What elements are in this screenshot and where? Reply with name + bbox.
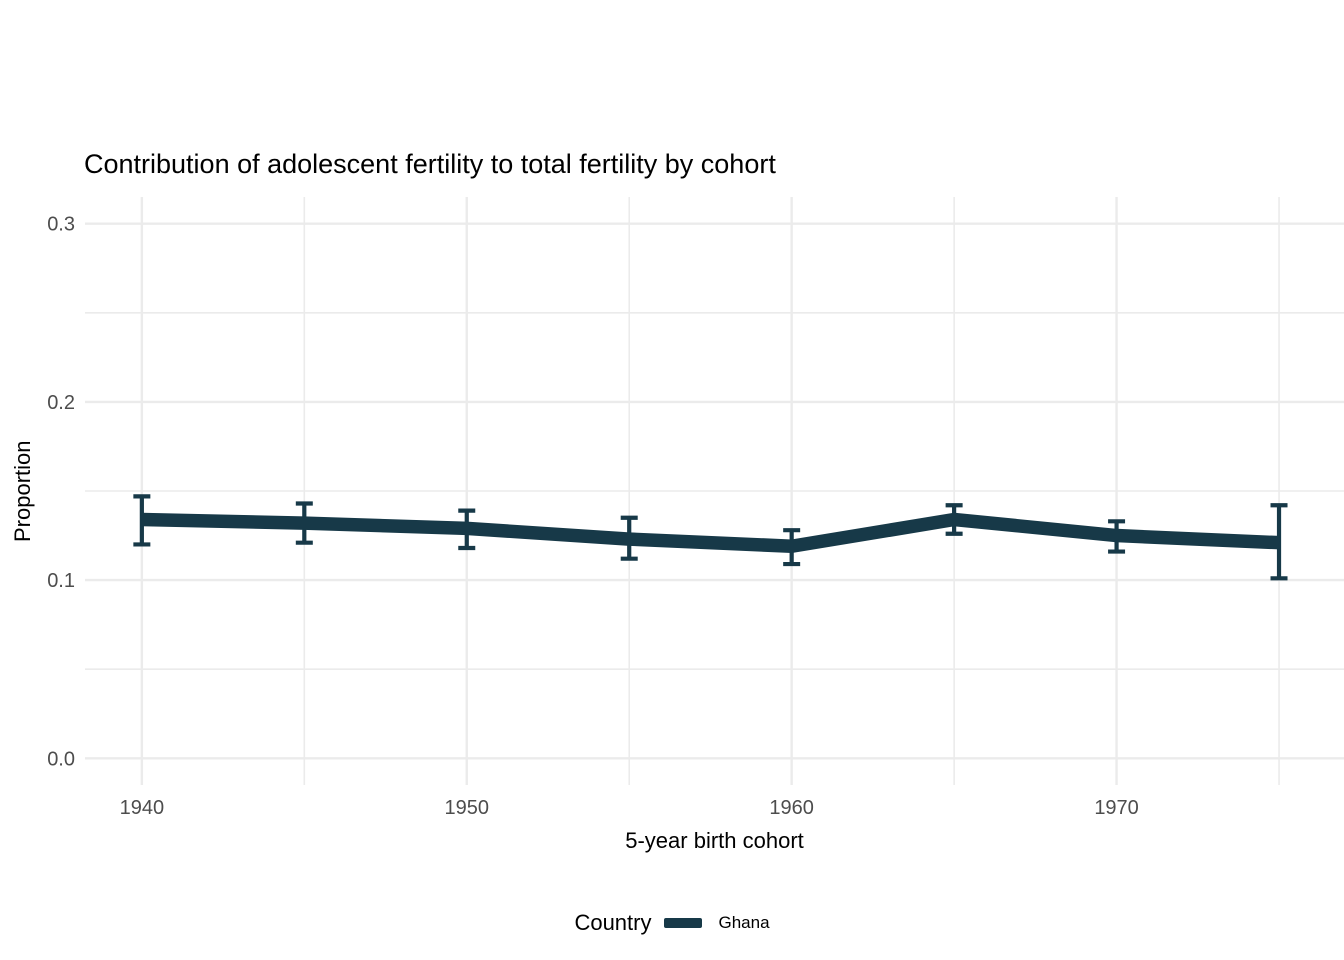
x-axis-title: 5-year birth cohort xyxy=(625,828,804,853)
legend: Country Ghana xyxy=(0,903,1344,943)
y-tick-label: 0.0 xyxy=(47,748,75,770)
x-tick-label: 1970 xyxy=(1094,797,1139,819)
legend-title: Country xyxy=(574,910,652,935)
y-tick-label: 0.2 xyxy=(47,392,75,414)
chart-title: Contribution of adolescent fertility to … xyxy=(84,149,776,179)
y-tick-label: 0.3 xyxy=(47,214,75,236)
y-tick-label: 0.1 xyxy=(47,570,75,592)
x-tick-label: 1960 xyxy=(769,797,814,819)
series-line xyxy=(141,512,1280,553)
y-axis-title: Proportion xyxy=(10,440,35,542)
x-tick-label: 1940 xyxy=(120,797,165,819)
x-tick-label: 1950 xyxy=(445,797,490,819)
legend-line-swatch xyxy=(663,918,702,928)
legend-item-label: Ghana xyxy=(718,913,770,932)
